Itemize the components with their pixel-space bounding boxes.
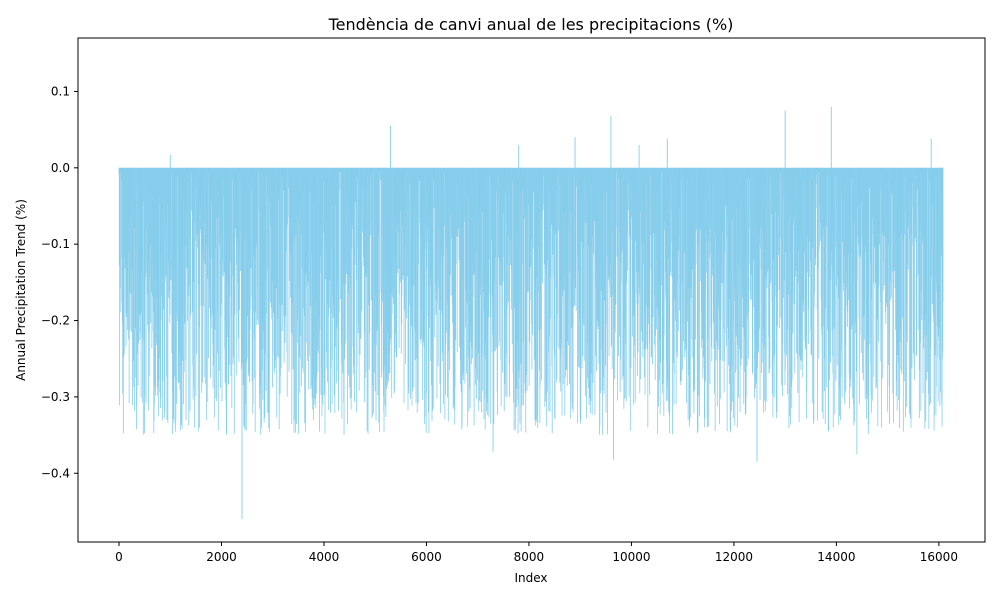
y-tick-label: 0.0 [51,161,70,175]
y-axis-label: Annual Precipitation Trend (%) [14,199,28,381]
chart-title: Tendència de canvi anual de les precipit… [328,15,734,34]
x-tick-label: 6000 [411,550,442,564]
y-axis-ticks: −0.4 −0.3 −0.2 −0.1 0.0 0.1 [41,84,78,480]
x-tick-label: 16000 [920,550,958,564]
x-tick-label: 14000 [817,550,855,564]
x-tick-label: 4000 [309,550,340,564]
plot-area [118,106,944,520]
x-axis-label: Index [514,571,547,585]
x-tick-label: 8000 [514,550,545,564]
y-tick-label: −0.1 [41,237,70,251]
x-tick-label: 12000 [715,550,753,564]
y-tick-label: −0.3 [41,390,70,404]
y-tick-label: 0.1 [51,84,70,98]
x-axis-ticks: 0 2000 4000 6000 8000 10000 12000 14000 16000 [115,542,958,564]
y-tick-label: −0.4 [41,466,70,480]
x-tick-label: 2000 [206,550,237,564]
x-tick-label: 0 [115,550,123,564]
plot-frame [77,37,986,543]
y-tick-label: −0.2 [41,314,70,328]
x-tick-label: 10000 [612,550,650,564]
